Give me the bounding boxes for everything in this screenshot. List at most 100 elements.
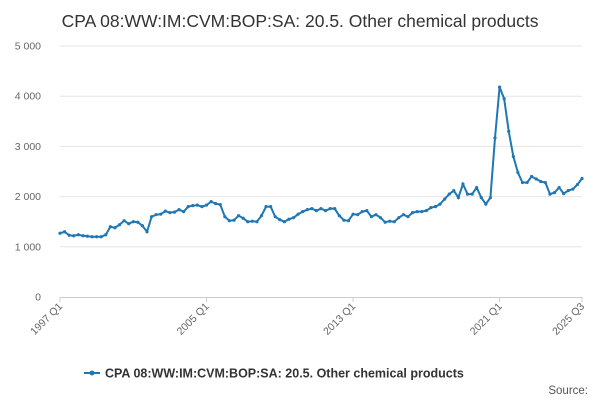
data-point — [104, 233, 108, 237]
data-point — [273, 215, 277, 219]
data-point — [346, 219, 351, 223]
x-tick-label: 2021 Q1 — [468, 301, 505, 338]
data-point — [264, 205, 268, 209]
data-point — [534, 177, 538, 181]
data-point — [62, 230, 67, 234]
data-point — [388, 219, 392, 223]
data-point — [204, 203, 209, 207]
data-point — [250, 219, 254, 223]
gridlines — [60, 45, 582, 248]
data-point — [58, 231, 62, 235]
data-point — [406, 215, 410, 219]
data-point — [85, 234, 90, 238]
x-tick-label: 2025 Q3 — [550, 301, 587, 338]
data-point — [323, 209, 328, 213]
data-point — [291, 216, 296, 220]
data-point — [305, 208, 309, 212]
data-point — [140, 224, 145, 228]
data-point — [360, 210, 364, 214]
data-point — [433, 205, 438, 209]
data-point — [465, 192, 470, 196]
data-point — [397, 216, 401, 220]
data-point — [117, 223, 122, 227]
data-point — [511, 154, 515, 159]
data-point — [200, 205, 204, 209]
data-point — [232, 218, 236, 222]
data-point — [72, 234, 76, 238]
data-point — [136, 220, 140, 224]
data-point — [530, 174, 534, 179]
data-point — [186, 205, 190, 209]
data-point — [278, 218, 282, 222]
data-point — [236, 214, 241, 218]
data-point — [296, 212, 300, 216]
data-point — [122, 219, 126, 223]
data-point — [525, 180, 529, 185]
x-tick-label: 2013 Q1 — [321, 301, 358, 338]
data-point — [410, 211, 415, 215]
data-point — [557, 185, 561, 190]
data-point — [484, 202, 488, 206]
data-point — [319, 207, 323, 211]
data-point — [452, 188, 456, 193]
data-point — [415, 210, 419, 214]
y-tick-label: 2 000 — [15, 191, 41, 203]
data-point — [543, 180, 547, 185]
y-axis-ticks: 0 1 000 2 000 3 000 4 000 5 000 — [15, 41, 41, 304]
data-point — [191, 204, 195, 208]
data-point — [209, 200, 213, 204]
data-point — [493, 136, 497, 140]
data-point — [516, 170, 520, 175]
data-point — [182, 210, 186, 214]
data-point — [172, 210, 177, 214]
data-point — [351, 212, 355, 216]
source-label[interactable]: Source: — [548, 385, 588, 397]
data-point — [552, 190, 557, 195]
x-tick-label: 2005 Q1 — [175, 301, 212, 338]
data-point — [227, 219, 232, 223]
data-point — [145, 230, 149, 234]
data-point — [67, 233, 71, 237]
data-point — [392, 220, 396, 224]
data-point — [287, 217, 291, 221]
data-point — [342, 218, 346, 222]
data-point — [369, 215, 373, 219]
x-axis-ticks: 1997 Q1 2005 Q1 2013 Q1 2021 Q1 2025 Q3 — [28, 297, 587, 338]
legend-dot-marker — [89, 370, 95, 376]
data-point — [429, 206, 433, 210]
data-point — [81, 234, 85, 238]
data-point — [456, 196, 460, 200]
data-point — [159, 212, 163, 216]
data-point — [127, 222, 131, 226]
data-point — [479, 196, 483, 200]
data-point — [282, 220, 286, 224]
data-point — [195, 203, 199, 207]
data-point — [520, 180, 525, 185]
legend[interactable]: CPA 08:WW:IM:CVM:BOP:SA: 20.5. Other che… — [84, 367, 464, 381]
y-tick-label: 0 — [35, 292, 41, 304]
x-tick-label: 1997 Q1 — [28, 301, 65, 338]
data-point — [154, 213, 158, 217]
data-point — [575, 182, 580, 187]
data-point — [383, 220, 387, 224]
y-tick-label: 1 000 — [15, 241, 41, 253]
data-point — [99, 235, 103, 239]
data-point — [424, 209, 428, 213]
data-point — [562, 191, 566, 196]
data-point — [539, 179, 543, 184]
y-tick-label: 3 000 — [15, 141, 41, 153]
data-point — [131, 220, 135, 224]
data-point — [475, 185, 479, 190]
data-point — [401, 213, 406, 217]
data-point — [580, 176, 584, 181]
data-point — [488, 196, 493, 200]
data-point — [571, 187, 575, 191]
data-point — [241, 216, 245, 220]
data-point — [177, 208, 181, 212]
data-point — [246, 220, 250, 224]
data-point — [447, 192, 451, 196]
data-point — [90, 235, 94, 239]
data-point — [214, 202, 218, 206]
data-point — [259, 214, 264, 218]
